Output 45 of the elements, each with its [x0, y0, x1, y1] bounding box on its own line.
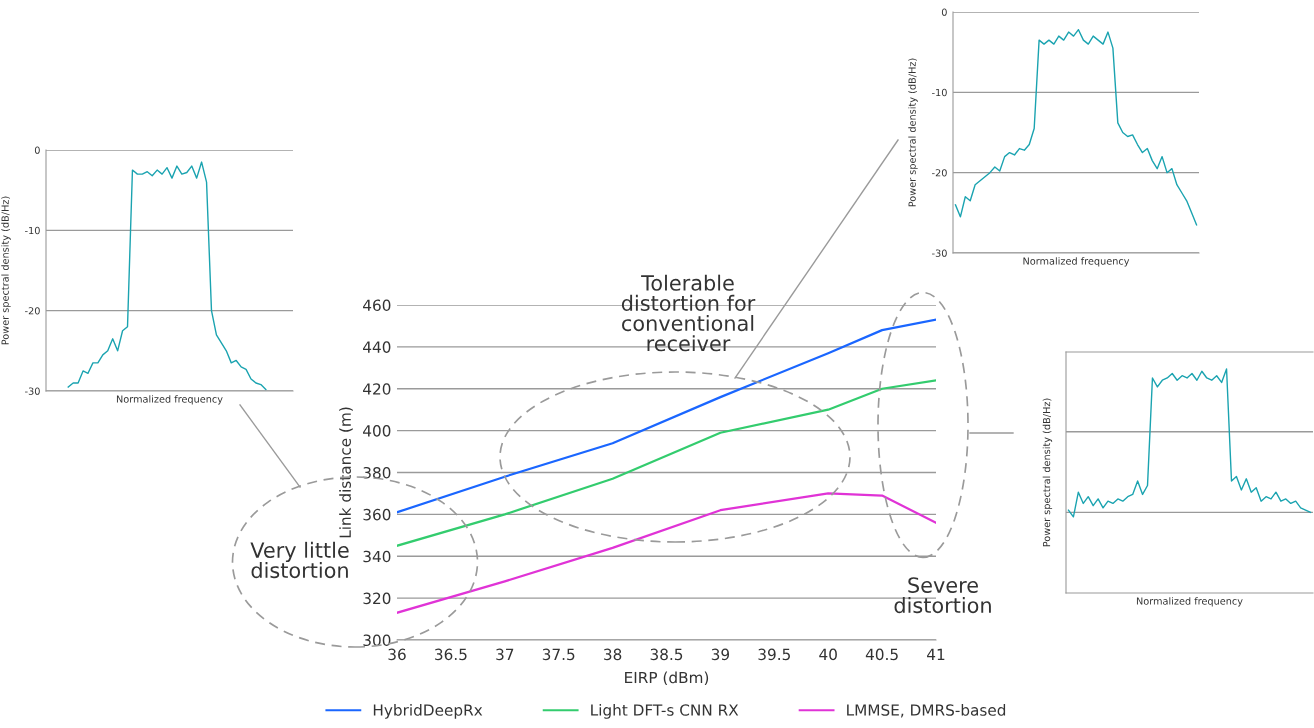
x-axis-title: Normalized frequency: [1136, 597, 1243, 607]
y-axis-title: Power spectral density (dB/Hz): [1042, 398, 1053, 547]
x-tick-label: 39: [711, 648, 730, 661]
x-tick-label: 39.5: [758, 648, 790, 661]
y-tick-label: -30: [25, 387, 40, 395]
y-tick-label: -30: [932, 249, 947, 257]
legend-label: LMMSE, DMRS-based: [847, 704, 1006, 718]
y-axis-title: Link distance (m): [339, 407, 353, 538]
x-axis-title: Normalized frequency: [1023, 257, 1130, 267]
x-axis-title: EIRP (dBm): [625, 671, 709, 686]
y-tick-label: 0: [941, 8, 947, 16]
y-tick-label: 360: [363, 508, 391, 521]
y-tick-label: 420: [363, 383, 391, 395]
line-series: [67, 161, 267, 391]
y-tick-label: 400: [363, 425, 391, 437]
y-tick-label: -20: [25, 307, 40, 315]
x-tick-label: 37.5: [542, 648, 575, 661]
line-series: [397, 379, 936, 547]
y-tick-label: 320: [363, 592, 391, 605]
y-axis-title: Power spectral density (dB/Hz): [908, 58, 918, 207]
y-tick-label: 300: [363, 634, 391, 647]
x-tick-label: 40.5: [865, 648, 898, 661]
y-tick-label: 460: [363, 299, 391, 312]
x-tick-label: 40: [819, 648, 837, 661]
text: Very little distortion: [250, 541, 349, 579]
x-tick-label: 36.5: [435, 648, 467, 661]
y-tick-label: -20: [932, 169, 947, 177]
annotation: Tolerable distortion for conventional receiver: [621, 274, 756, 352]
x-tick-label: 38: [604, 648, 622, 661]
y-axis-title: Power spectral density (dB/Hz): [1, 196, 11, 345]
x-tick-label: 38.5: [650, 648, 683, 661]
y-tick-label: 440: [363, 341, 391, 353]
y-tick-label: 340: [363, 550, 391, 563]
x-axis-title: Normalized frequency: [116, 395, 223, 405]
y-tick-label: 0: [34, 146, 40, 154]
y-tick-label: -10: [25, 226, 40, 235]
y-tick-label: 380: [363, 466, 391, 479]
y-tick-label: -10: [932, 88, 947, 97]
x-tick-label: 36: [388, 648, 406, 661]
legend-label: HybridDeepRx: [373, 704, 483, 719]
annotation: Severe distortion: [894, 577, 991, 614]
legend-label: Light DFT-s CNN RX: [591, 704, 739, 719]
x-tick-label: 37: [496, 648, 514, 661]
x-tick-label: 41: [927, 648, 945, 660]
line-series: [954, 28, 1198, 226]
